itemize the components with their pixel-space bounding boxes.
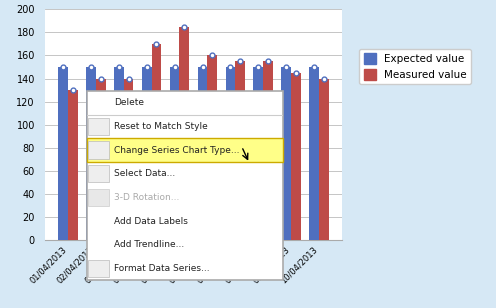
- Bar: [96, 79, 106, 240]
- Legend: Expected value, Measured value: Expected value, Measured value: [360, 49, 471, 84]
- Bar: [253, 67, 263, 240]
- Bar: [309, 67, 319, 240]
- Bar: [291, 73, 301, 240]
- Bar: [180, 26, 189, 240]
- FancyBboxPatch shape: [88, 260, 109, 277]
- Text: Add Data Labels: Add Data Labels: [114, 217, 188, 225]
- Bar: [235, 61, 245, 240]
- FancyBboxPatch shape: [87, 91, 283, 280]
- FancyBboxPatch shape: [87, 138, 283, 162]
- FancyBboxPatch shape: [88, 188, 109, 206]
- FancyBboxPatch shape: [88, 141, 109, 159]
- Bar: [114, 67, 124, 240]
- Bar: [170, 67, 180, 240]
- FancyBboxPatch shape: [88, 165, 109, 182]
- Bar: [319, 79, 329, 240]
- Text: Delete: Delete: [114, 98, 144, 107]
- Bar: [86, 67, 96, 240]
- Bar: [124, 79, 133, 240]
- Bar: [58, 67, 68, 240]
- Text: Select Data...: Select Data...: [114, 169, 176, 178]
- Bar: [197, 67, 207, 240]
- Bar: [68, 90, 78, 240]
- Bar: [263, 61, 273, 240]
- Text: Add Trendline...: Add Trendline...: [114, 240, 185, 249]
- Text: Format Data Series...: Format Data Series...: [114, 264, 210, 273]
- Bar: [281, 67, 291, 240]
- FancyBboxPatch shape: [88, 118, 109, 135]
- Bar: [226, 67, 235, 240]
- Bar: [142, 67, 152, 240]
- Text: 3-D Rotation...: 3-D Rotation...: [114, 193, 180, 202]
- Text: Change Series Chart Type...: Change Series Chart Type...: [114, 146, 240, 155]
- Text: Reset to Match Style: Reset to Match Style: [114, 122, 208, 131]
- Bar: [152, 44, 161, 240]
- Bar: [207, 55, 217, 240]
